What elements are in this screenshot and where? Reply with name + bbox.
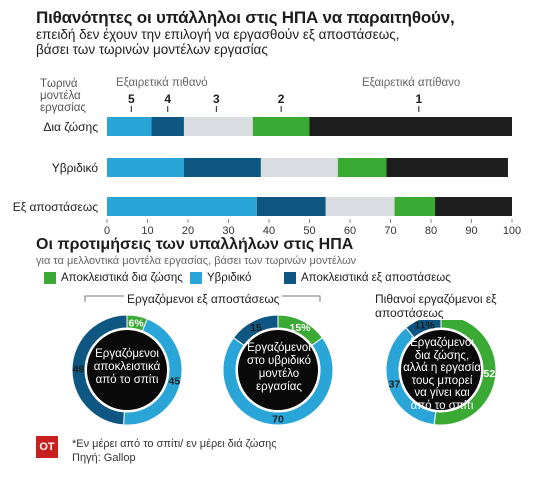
bar-segment-row1-level2: [252, 117, 310, 136]
bar-segment-row1-level5: [107, 117, 152, 136]
bar-segment-row3-level4: [256, 197, 326, 216]
donut-1-center: [87, 330, 167, 410]
bar-segment-row3-level5: [107, 197, 257, 216]
donut-2-slice-light: [222, 336, 334, 426]
x-tick-label-20: 20: [182, 225, 194, 237]
group-label-remote-workers: Εργαζόμενοι εξ αποστάσεως: [124, 292, 283, 306]
group-label-potential-remote: Πιθανοί εργαζόμενοι εξ αποστάσεως: [372, 292, 558, 320]
legend-swatch-green: [44, 272, 56, 284]
donut-section-title: Οι προτιμήσεις των υπαλλήλων στις ΗΠΑ: [36, 236, 354, 253]
legend-swatch-light-blue: [190, 272, 202, 284]
donut-2-label-dark: 15: [250, 322, 262, 334]
category-label-2: Υβριδικό: [52, 161, 99, 175]
bar-segment-row3-level3: [325, 197, 395, 216]
donut-3-label-dark: 11%: [414, 319, 435, 331]
x-tick-label-90: 90: [465, 225, 477, 237]
bar-segment-row3-level1: [435, 197, 512, 216]
donut-3-slice-dark: [405, 314, 442, 339]
chart-subtitle-line-1: επειδή δεν έχουν την επιλογή να εργασθού…: [36, 27, 400, 42]
x-tick-label-60: 60: [344, 225, 356, 237]
x-tick-label-40: 40: [263, 225, 275, 237]
donut-3-center: [401, 330, 481, 410]
category-label-3: Εξ αποστάσεως: [13, 200, 98, 214]
footnote: *Εν μέρει από το σπίτι/ εν μέρει διά ζώσ…: [72, 438, 277, 450]
bar-segment-row2-level2: [337, 158, 387, 177]
x-tick-label-70: 70: [384, 225, 396, 237]
legend-label-in-person: Αποκλειστικά δια ζώσης: [61, 272, 183, 284]
legend-swatch-dark-blue: [284, 272, 296, 284]
bar-segment-row1-level4: [151, 117, 184, 136]
category-label-1: Δια ζώσης: [43, 120, 98, 134]
donut-1-label-light: 45: [168, 376, 180, 388]
donut-1-label-dark: 49: [73, 363, 85, 375]
scale-label-unlikely: Εξαιρετικά απίθανο: [362, 77, 460, 89]
legend-item-hybrid: Υβριδικό: [190, 272, 251, 284]
scale-marker-3: 3: [213, 92, 220, 106]
donut-1-center-text: Εργαζόμενοι αποκλειστικά από το σπίτι: [93, 348, 161, 386]
legend-item-in-person: Αποκλειστικά δια ζώσης: [44, 272, 183, 284]
scale-marker-2: 2: [278, 92, 285, 106]
x-tick-label-50: 50: [303, 225, 315, 237]
scale-marker-1: 1: [416, 92, 423, 106]
x-tick-label-0: 0: [104, 225, 110, 237]
bar-segment-row1-level1: [309, 117, 512, 136]
donut-2-slice-dark: [232, 314, 279, 347]
donut-1-slice-dark: [71, 314, 128, 426]
legend-label-remote: Αποκλειστικά εξ αποστάσεως: [301, 272, 451, 284]
bar-segment-row1-level3: [183, 117, 253, 136]
donut-2-center: [238, 330, 318, 410]
axis-label-line-2: μοντέλα: [40, 90, 81, 102]
donut-3-center-text: Εργαζόμενοι δια ζώσης, αλλά η εργασία το…: [403, 337, 481, 412]
bar-segment-row3-level2: [394, 197, 436, 216]
x-tick-label-30: 30: [222, 225, 234, 237]
chart-title: Πιθανότητες οι υπάλληλοι στις ΗΠΑ να παρ…: [36, 8, 455, 27]
x-tick-label-10: 10: [141, 225, 153, 237]
source-note: Πηγή: Gallop: [72, 452, 136, 464]
scale-marker-5: 5: [128, 92, 135, 106]
donut-charts: 6% 45 49 15% 70 15 52 37 11%: [71, 295, 497, 426]
donut-3-label-light: 37: [389, 379, 401, 391]
donut-section-subtitle: για τα μελλοντικά μοντέλα εργασίας, βάσε…: [36, 255, 357, 267]
bar-segment-row2-level4: [183, 158, 261, 177]
brand-logo: ΟΤ: [36, 436, 58, 458]
legend-item-remote: Αποκλειστικά εξ αποστάσεως: [284, 272, 451, 284]
donut-2-label-light: 70: [272, 414, 284, 426]
donut-2-label-green: 15%: [290, 322, 312, 334]
donut-1-label-green: 6%: [128, 317, 144, 329]
x-tick-label-100: 100: [503, 225, 521, 237]
bar-segment-row2-level1: [386, 158, 508, 177]
scale-marker-4: 4: [164, 92, 171, 106]
legend-label-hybrid: Υβριδικό: [207, 272, 252, 284]
bar-segment-row2-level5: [107, 158, 184, 177]
chart-subtitle-line-2: βάσει των τωρινών μοντέλων εργασίας: [36, 42, 268, 57]
bar-segment-row2-level3: [260, 158, 338, 177]
axis-label-line-1: Τωρινά: [40, 78, 78, 90]
axis-label-line-3: εργασίας: [40, 102, 86, 114]
donut-3-label-green: 52: [484, 368, 496, 380]
scale-label-likely: Εξαιρετικά πιθανό: [116, 77, 208, 89]
x-tick-label-80: 80: [425, 225, 437, 237]
donut-2-center-text: Εργαζόμενοι στο υβριδικό μοντέλο εργασία…: [246, 342, 312, 393]
